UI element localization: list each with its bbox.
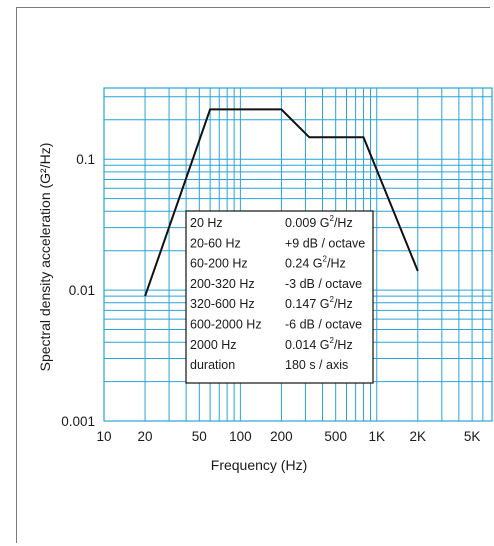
y-tick-label: 0.1: [76, 152, 95, 167]
spec-table-value: -6 dB / octave: [285, 318, 362, 332]
spec-table-value: 0.009 G2/Hz: [285, 214, 353, 230]
spec-table-value: -3 dB / octave: [285, 277, 362, 291]
spec-table-label: 600-2000 Hz: [190, 318, 262, 332]
x-axis-title: Frequency (Hz): [211, 457, 307, 473]
spec-table-label: 60-200 Hz: [190, 257, 248, 271]
data-series: [144, 108, 419, 297]
x-tick-label: 5K: [464, 429, 481, 444]
y-tick-label: 0.01: [69, 283, 95, 298]
x-tick-label: 10: [96, 429, 111, 444]
spec-table-label: 200-320 Hz: [190, 277, 255, 291]
spec-table-value: 0.014 G2/Hz: [285, 336, 353, 352]
y-tick-label: 0.001: [61, 414, 95, 429]
y-axis-title: Spectral density acceleration (G²/Hz): [37, 143, 53, 372]
x-tick-label: 2K: [410, 429, 427, 444]
series-line: [144, 108, 419, 297]
x-tick-label: 20: [138, 429, 153, 444]
spec-table-label: 20 Hz: [190, 216, 223, 230]
spec-table-value: 0.24 G2/Hz: [285, 255, 346, 271]
x-tick-label: 500: [324, 429, 347, 444]
spec-table-value: 0.147 G2/Hz: [285, 295, 353, 311]
plot-border: [103, 87, 493, 422]
spec-table-value: +9 dB / octave: [285, 236, 365, 250]
x-tick-label: 100: [229, 429, 252, 444]
x-tick-label: 50: [192, 429, 207, 444]
spec-table-value: 180 s / axis: [285, 358, 348, 372]
figure-frame: [16, 7, 490, 543]
spec-table-label: 20-60 Hz: [190, 236, 241, 250]
spec-table-label: 2000 Hz: [190, 338, 237, 352]
spec-table-label: duration: [190, 358, 235, 372]
spec-table: 20 Hz 0.009 G2/Hz 20-60 Hz +9 dB / octave 60…: [185, 210, 374, 384]
axis-ticks: 10 20 50 100 200 500 1K 2K 5K 0.001 0.01 0.1: [61, 152, 480, 444]
spec-table-label: 320-600 Hz: [190, 297, 255, 311]
x-tick-label: 1K: [368, 429, 385, 444]
spec-table-box: [185, 210, 374, 384]
x-tick-label: 200: [270, 429, 293, 444]
